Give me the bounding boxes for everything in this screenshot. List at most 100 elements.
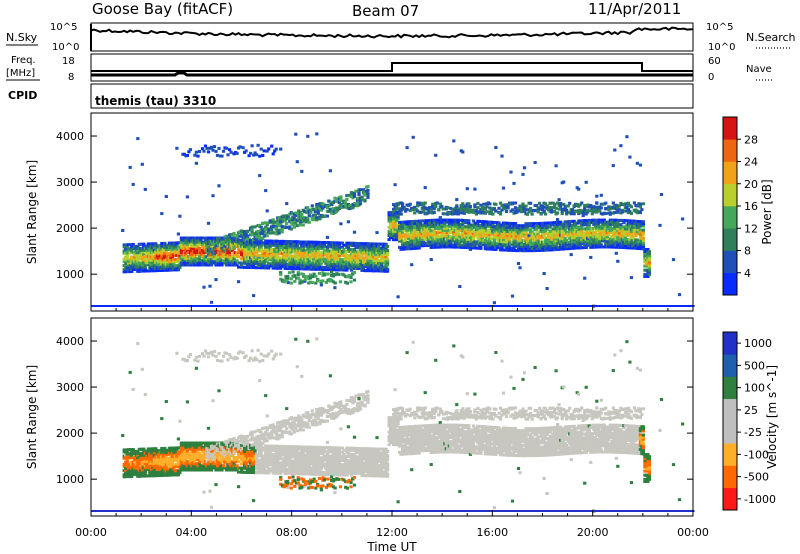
data-cell [259, 245, 263, 249]
data-cell [364, 246, 369, 250]
data-cell [235, 263, 239, 267]
data-cell [483, 243, 487, 247]
data-cell [572, 246, 576, 250]
data-cell [494, 235, 498, 239]
data-cell [380, 269, 384, 273]
data-cell [140, 162, 144, 166]
data-cell [149, 263, 153, 267]
data-cell [340, 245, 344, 249]
data-cell [384, 255, 388, 259]
data-cell [599, 224, 603, 228]
data-cell [530, 212, 534, 216]
data-cell [637, 220, 641, 223]
data-cell [345, 197, 349, 201]
data-cell [647, 250, 651, 254]
data-cell [405, 230, 409, 234]
data-cell [325, 206, 329, 210]
data-cell [530, 226, 534, 230]
data-cell [389, 223, 393, 227]
data-cell [339, 268, 343, 272]
data-cell [550, 209, 554, 212]
data-cell [295, 244, 299, 248]
data-cell [322, 265, 326, 269]
data-cell [202, 285, 206, 289]
data-cell [285, 202, 289, 206]
data-cell [214, 257, 218, 261]
data-cell [449, 241, 453, 245]
data-cell [345, 268, 349, 272]
data-cell [525, 243, 530, 246]
data-cell [480, 236, 484, 240]
data-cell [255, 251, 259, 255]
data-cell [620, 208, 624, 212]
data-cell [164, 250, 168, 254]
data-cell [354, 262, 358, 266]
data-cell [291, 267, 295, 271]
data-cell [276, 254, 280, 258]
data-cell [154, 252, 158, 256]
data-cell [411, 208, 415, 212]
data-cell [237, 280, 241, 284]
data-cell [188, 148, 192, 152]
data-cell [628, 223, 632, 227]
data-cell [140, 248, 144, 252]
data-cell [602, 218, 606, 222]
data-cell [209, 263, 214, 267]
data-cell [631, 236, 635, 240]
data-cell [160, 246, 164, 250]
data-cell [202, 149, 206, 153]
data-cell [524, 228, 528, 232]
data-cell [452, 231, 456, 235]
data-cell [274, 147, 278, 151]
data-cell [377, 259, 381, 263]
data-cell [413, 244, 417, 248]
data-cell [569, 253, 573, 257]
data-cell [483, 207, 487, 211]
data-cell [243, 253, 247, 257]
data-cell [193, 153, 197, 157]
data-cell [256, 143, 260, 147]
data-cell [357, 242, 361, 245]
data-cell [279, 266, 283, 270]
data-cell [307, 214, 311, 218]
data-cell [607, 205, 611, 209]
data-cell [279, 223, 283, 227]
data-cell [589, 204, 593, 207]
data-cell [261, 221, 265, 225]
data-cell [381, 253, 385, 256]
data-cell [420, 201, 424, 205]
data-cell [243, 243, 247, 246]
data-cell [306, 257, 310, 261]
data-cell [471, 246, 475, 250]
data-cell [444, 224, 448, 228]
data-cell [638, 211, 642, 215]
data-cell [176, 232, 180, 236]
data-cell [197, 150, 202, 153]
nave-tick-bottom: 0 [708, 72, 714, 83]
data-cell [306, 255, 310, 259]
data-cell [566, 204, 570, 208]
data-cell [313, 210, 317, 214]
data-cell [646, 275, 650, 278]
data-cell [635, 161, 639, 165]
data-cell [301, 246, 305, 250]
data-cell [562, 202, 566, 206]
data-cell [578, 203, 582, 207]
data-cell [152, 263, 156, 266]
data-cell [143, 257, 147, 261]
data-cell [273, 149, 277, 153]
data-cell [209, 145, 214, 149]
data-cell [164, 252, 168, 256]
data-cell [518, 236, 522, 240]
data-cell [164, 266, 168, 270]
data-cell [295, 160, 299, 164]
data-cell [625, 209, 629, 213]
data-cell [259, 247, 263, 251]
data-cell [471, 210, 475, 214]
data-cell [217, 261, 221, 265]
data-cell [581, 237, 585, 241]
data-cell [324, 251, 328, 255]
data-cell [309, 255, 313, 259]
data-cell [610, 218, 614, 222]
data-cell [343, 258, 347, 262]
